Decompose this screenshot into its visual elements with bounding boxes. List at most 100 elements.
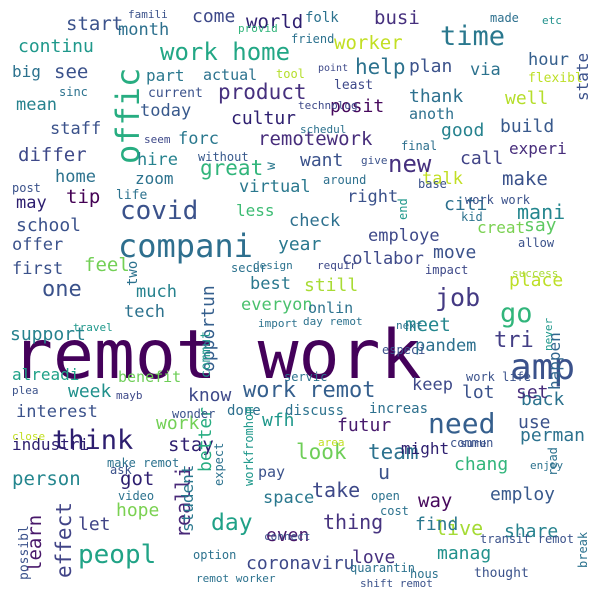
word-hour: hour	[528, 50, 569, 70]
word-plea: plea	[12, 384, 39, 397]
word-shift-remot: shift remot	[360, 577, 433, 590]
word-great: great	[200, 156, 264, 180]
word-best: best	[250, 274, 291, 294]
word-look: look	[296, 440, 347, 464]
word-work-life: work life	[466, 370, 532, 384]
word-friend: friend	[291, 32, 335, 46]
word-option: option	[193, 548, 237, 562]
word-anoth: anoth	[409, 105, 455, 123]
word-citi: citi	[444, 194, 488, 215]
word-mayb: mayb	[116, 389, 143, 402]
word-move: move	[433, 242, 477, 263]
word-benefit: benefit	[118, 368, 182, 386]
word-today: today	[140, 101, 192, 121]
word-base: base	[418, 177, 447, 191]
word-flexibl: flexibl	[528, 71, 583, 86]
word-allow: allow	[518, 236, 555, 250]
word-everyon: everyon	[241, 295, 313, 315]
word-hire: hire	[137, 150, 178, 170]
word-break: break	[576, 531, 590, 568]
word-plan: plan	[409, 56, 453, 77]
word-made: made	[490, 11, 519, 25]
word-transit-remot: transit remot	[480, 532, 574, 546]
word-make-remot: make remot	[107, 456, 180, 470]
word-wfh: wfh	[262, 410, 295, 431]
word-famili: famili	[128, 8, 168, 21]
word-love: love	[352, 547, 396, 568]
word-set: set	[516, 382, 549, 403]
word-w: w	[264, 162, 279, 170]
word-job: job	[435, 283, 481, 312]
word-alreadi: alreadi	[12, 365, 80, 384]
word-week: week	[68, 381, 112, 402]
word-provid: provid	[238, 22, 278, 35]
word-employ: employ	[490, 484, 556, 505]
word-done: done	[227, 403, 261, 419]
word-point: point	[318, 63, 349, 74]
word-thank: thank	[409, 86, 464, 107]
word-live: live	[435, 516, 484, 540]
word-much: much	[136, 282, 177, 302]
word-still: still	[304, 275, 359, 296]
word-success: success	[512, 267, 559, 280]
word-discuss: discuss	[285, 403, 345, 419]
word-import: import	[258, 317, 298, 330]
word-read: read	[546, 447, 560, 476]
word-especi: especi	[382, 343, 426, 357]
word-share: share	[504, 521, 559, 542]
word-might: might	[401, 439, 450, 458]
word-feel: feel	[84, 254, 130, 276]
word-world: world	[246, 11, 304, 33]
word-increas: increas	[369, 401, 429, 417]
word-find: find	[415, 514, 459, 535]
word-effect: effect	[52, 502, 76, 578]
word-two: two	[125, 260, 141, 286]
word-hous: hous	[410, 567, 439, 581]
word-need: need	[428, 407, 496, 440]
word-without: without	[198, 150, 249, 164]
word-area: area	[318, 436, 345, 449]
word-make: make	[502, 168, 548, 190]
word-remotework: remotework	[258, 128, 373, 150]
word-workfromhom: workfromhom	[242, 406, 256, 486]
word-team: team	[368, 440, 419, 464]
word-travel: travel	[73, 321, 113, 334]
word-actual: actual	[203, 66, 258, 84]
word-want: want	[300, 150, 344, 171]
word-schedul: schedul	[300, 123, 347, 136]
word-day: day	[211, 510, 253, 536]
word-compani: compani	[118, 227, 253, 265]
word-around: around	[323, 173, 367, 187]
word-new: new	[388, 150, 432, 178]
word-end: end	[396, 198, 410, 220]
word-sinc: sinc	[59, 85, 88, 99]
word-amp: amp	[510, 347, 576, 388]
word-peopl: peopl	[78, 540, 157, 570]
word-year: year	[278, 234, 322, 255]
word-covid: covid	[120, 196, 199, 226]
word-come: come	[192, 6, 236, 27]
word-servic: servic	[284, 370, 328, 384]
word-less: less	[236, 201, 275, 220]
word-industri: industri	[12, 435, 90, 454]
word-thing: thing	[323, 510, 384, 534]
word-part: part	[146, 66, 185, 85]
word-posit: posit	[330, 96, 385, 117]
word-quarantin: quarantin	[350, 561, 416, 575]
word-etc: etc	[542, 14, 562, 27]
word-place: place	[509, 270, 564, 291]
word-start: start	[66, 13, 124, 35]
word-talk: talk	[422, 169, 463, 189]
word-big: big	[12, 62, 41, 81]
word-requir: requir	[317, 259, 357, 272]
word-may: may	[16, 193, 47, 213]
word-tool: tool	[276, 67, 305, 81]
word-mani: mani	[517, 200, 566, 224]
word-sure: sure	[460, 437, 487, 450]
word-interest: interest	[16, 402, 98, 422]
word-call: call	[460, 148, 504, 169]
word-tip: tip	[66, 186, 101, 208]
word-chang: chang	[454, 454, 509, 475]
word-ask: ask	[110, 463, 132, 477]
word-creat: creat	[477, 218, 526, 237]
